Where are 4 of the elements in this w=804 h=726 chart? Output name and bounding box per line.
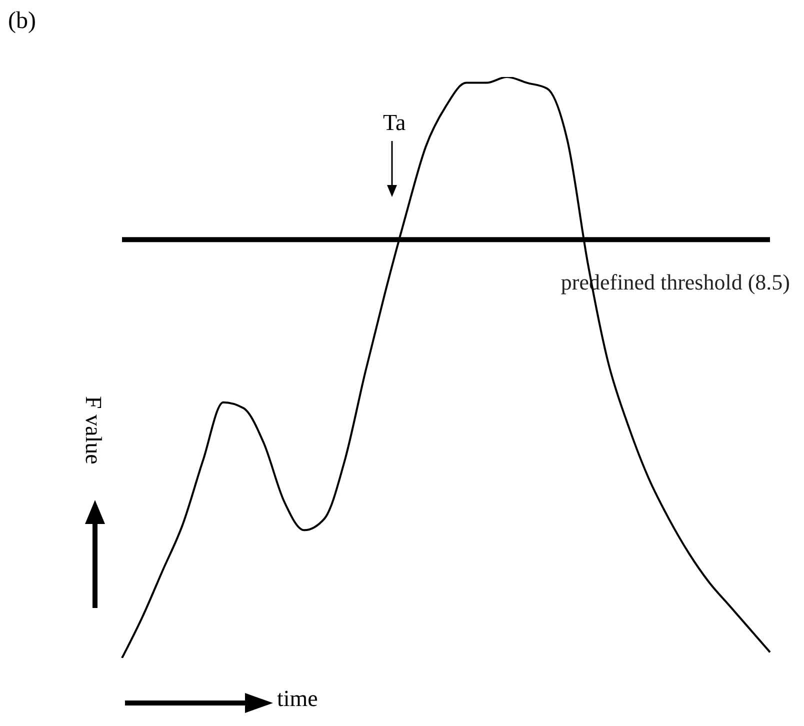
chart-title: (b): [8, 8, 36, 35]
annotation: Ta: [383, 110, 406, 136]
x-axis-title: time: [277, 686, 318, 712]
y-axis-title: F value: [80, 396, 106, 464]
